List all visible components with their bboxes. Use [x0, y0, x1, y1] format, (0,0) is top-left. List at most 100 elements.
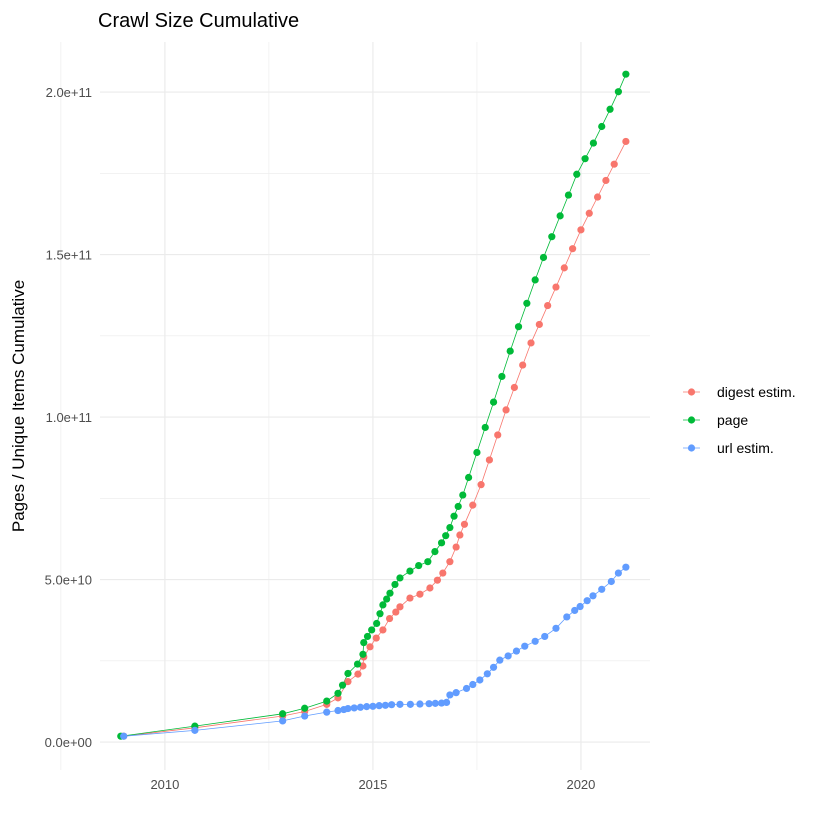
chart-title: Crawl Size Cumulative — [98, 10, 299, 32]
data-point — [622, 137, 630, 146]
data-point — [598, 122, 606, 131]
data-point — [446, 558, 454, 566]
data-point — [392, 608, 400, 616]
data-point — [531, 276, 539, 284]
data-point — [120, 732, 128, 740]
y-tick-label: 1.5e+11 — [46, 248, 92, 263]
data-point — [359, 650, 367, 658]
data-point — [344, 669, 352, 678]
data-point — [363, 703, 371, 711]
data-point — [576, 602, 584, 611]
data-point — [581, 155, 589, 163]
data-point — [510, 383, 518, 392]
data-point — [477, 481, 485, 489]
data-point — [415, 561, 423, 570]
data-point — [431, 548, 439, 556]
series-line — [123, 141, 627, 737]
data-point — [416, 700, 424, 708]
data-point — [353, 660, 362, 668]
data-point — [442, 698, 451, 707]
data-point — [360, 639, 368, 647]
data-point — [476, 676, 484, 684]
data-point — [386, 589, 394, 597]
data-point — [450, 512, 458, 520]
data-point — [452, 543, 460, 551]
data-point — [504, 652, 512, 660]
data-point — [593, 193, 602, 201]
data-point — [622, 563, 630, 571]
data-point — [573, 170, 581, 178]
legend-key-point — [687, 444, 696, 452]
data-point — [375, 702, 383, 710]
data-point — [552, 624, 560, 632]
data-point — [598, 585, 606, 593]
data-point — [489, 398, 498, 406]
data-point — [425, 700, 433, 708]
data-point — [496, 656, 504, 664]
data-point — [406, 700, 414, 708]
data-point — [494, 431, 502, 439]
data-point — [502, 406, 510, 414]
legend-label: page — [717, 412, 748, 428]
data-point — [577, 226, 585, 234]
data-point — [338, 681, 347, 689]
data-point — [406, 567, 414, 575]
x-tick-label: 2010 — [150, 777, 179, 792]
data-point — [446, 691, 454, 699]
data-point — [585, 209, 593, 217]
data-point — [564, 191, 573, 199]
data-point — [489, 663, 498, 671]
data-point — [583, 597, 591, 605]
data-point — [560, 264, 568, 272]
series-layer — [117, 70, 630, 740]
data-point — [614, 569, 622, 577]
data-point — [406, 594, 414, 602]
data-point — [369, 702, 377, 710]
data-point — [344, 704, 352, 713]
data-point — [381, 701, 390, 709]
y-tick-label: 0.0e+00 — [45, 735, 92, 750]
data-point — [446, 523, 454, 532]
data-point — [606, 105, 614, 113]
data-point — [279, 710, 287, 718]
data-point — [498, 372, 506, 381]
data-point — [539, 253, 548, 262]
data-point — [527, 339, 535, 347]
legend-label: url estim. — [717, 440, 774, 456]
data-point — [506, 347, 514, 355]
y-tick-label: 1.0e+11 — [46, 410, 92, 425]
data-point — [396, 700, 404, 708]
data-point — [416, 590, 424, 598]
data-point — [354, 670, 362, 678]
y-axis-label: Pages / Unique Items Cumulative — [9, 280, 28, 532]
x-tick-label: 2015 — [358, 777, 387, 792]
data-point — [385, 614, 394, 623]
data-point — [301, 712, 309, 720]
data-point — [350, 704, 358, 712]
data-point — [191, 726, 199, 734]
data-point — [614, 88, 622, 96]
data-point — [556, 212, 564, 220]
data-point — [379, 626, 387, 634]
data-point — [465, 473, 473, 482]
data-point — [456, 531, 464, 539]
data-point — [485, 456, 494, 464]
data-point — [483, 670, 491, 678]
legend-label: digest estim. — [717, 384, 796, 400]
data-point — [442, 532, 450, 540]
data-point — [460, 520, 469, 528]
data-point — [459, 491, 467, 499]
data-point — [323, 697, 331, 705]
data-point — [388, 701, 396, 709]
data-point — [512, 647, 521, 655]
legend: digest estim. page url estim. — [683, 384, 796, 456]
legend-key-point — [687, 416, 696, 424]
data-point — [610, 160, 618, 168]
data-point — [323, 708, 331, 716]
data-point — [424, 558, 432, 566]
data-point — [359, 662, 367, 670]
data-point — [569, 245, 577, 253]
data-point — [481, 423, 489, 432]
x-tick-label: 2020 — [566, 777, 595, 792]
